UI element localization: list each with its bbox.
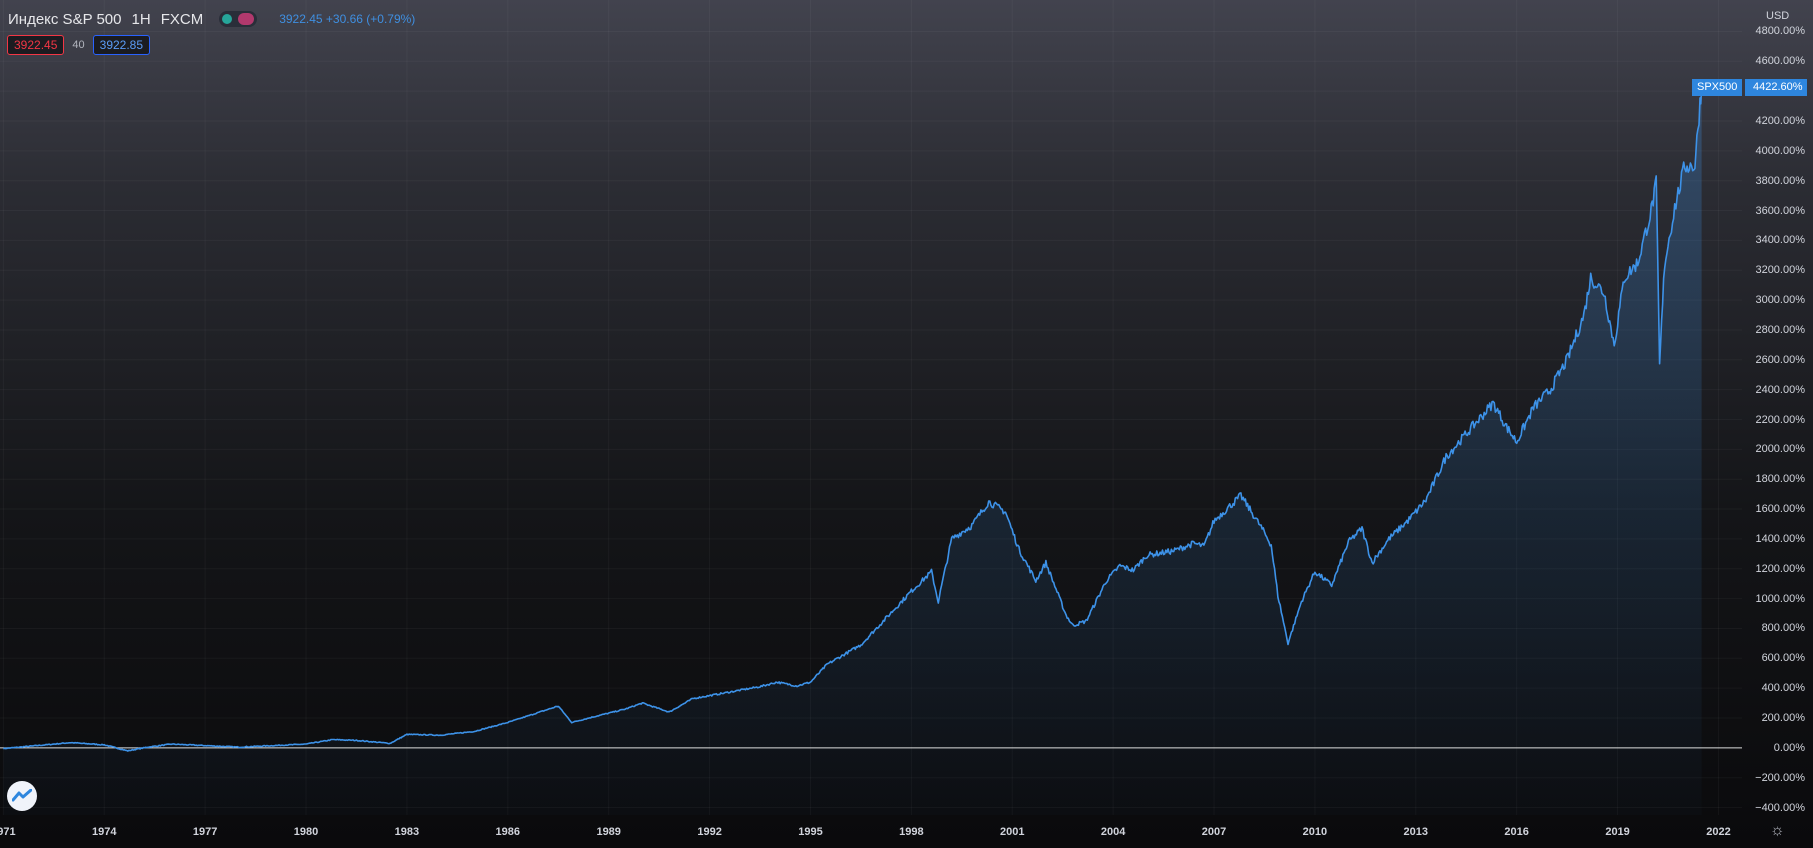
x-tick-label: 1992 — [697, 826, 722, 838]
chart-plot-area[interactable] — [0, 0, 1742, 815]
y-tick-label: 4800.00% — [1755, 25, 1805, 38]
market-status-toggle[interactable] — [219, 11, 258, 27]
y-tick-label: −400.00% — [1755, 801, 1805, 814]
x-tick-label: 1983 — [394, 826, 420, 838]
x-tick-label: 2007 — [1201, 826, 1227, 838]
x-tick-label: 2016 — [1504, 826, 1529, 838]
x-tick-label: 1977 — [192, 826, 218, 838]
x-tick-label: 1971 — [0, 826, 16, 838]
y-tick-label: 800.00% — [1761, 622, 1805, 635]
buy-button[interactable]: 3922.85 — [92, 35, 151, 55]
currency-label[interactable]: USD — [1766, 10, 1790, 22]
time-axis[interactable]: 1971 1974 1977 1980 1983 1986 1989 1992 1995 1998… — [0, 815, 1742, 848]
x-tick-label: 1989 — [596, 826, 621, 838]
x-tick-label: 2019 — [1605, 826, 1630, 838]
symbol-badge: SPX500 — [1692, 78, 1743, 96]
y-tick-label: 200.00% — [1761, 711, 1805, 724]
x-tick-label: 2022 — [1706, 826, 1731, 838]
chart-series — [0, 87, 1742, 815]
y-tick-label: 2400.00% — [1755, 383, 1805, 396]
buy-sell-panel: 3922.45 40 3922.85 — [7, 35, 151, 55]
y-tick-label: 600.00% — [1761, 652, 1805, 665]
x-tick-label: 1998 — [899, 826, 924, 838]
x-tick-label: 1980 — [293, 826, 319, 838]
y-tick-label: 4600.00% — [1755, 55, 1805, 68]
y-tick-label: 1600.00% — [1755, 503, 1805, 516]
series-line-spx500 — [2, 87, 1703, 752]
y-tick-label: 0.00% — [1773, 741, 1805, 754]
y-tick-label: 2600.00% — [1755, 353, 1805, 366]
y-tick-label: 3400.00% — [1755, 234, 1805, 247]
last-value-badge: 4422.60% — [1745, 78, 1807, 96]
tradingview-logo-icon[interactable] — [7, 781, 37, 811]
y-tick-label: 3600.00% — [1755, 204, 1805, 217]
y-tick-label: 4000.00% — [1755, 144, 1805, 157]
spread-value: 40 — [72, 39, 85, 51]
x-tick-label: 2010 — [1302, 826, 1328, 838]
y-tick-label: 4200.00% — [1755, 115, 1805, 127]
quote-change: 3922.45 +30.66 (+0.79%) — [279, 12, 416, 26]
y-tick-label: 2000.00% — [1755, 443, 1805, 456]
gear-icon[interactable]: ☼ — [1770, 822, 1785, 839]
y-tick-label: 400.00% — [1761, 682, 1805, 695]
y-tick-label: 2800.00% — [1755, 323, 1805, 336]
market-status-pill-icon — [238, 13, 255, 25]
chart-canvas[interactable] — [0, 0, 1742, 815]
x-tick-label: 2004 — [1100, 826, 1126, 838]
exchange-label: FXCM — [160, 10, 204, 28]
market-open-dot-icon — [222, 14, 233, 24]
sell-button[interactable]: 3922.45 — [7, 35, 65, 55]
series-area-fill — [3, 87, 1702, 815]
x-tick-label: 2013 — [1403, 826, 1429, 838]
price-axis[interactable]: 4800.00%4600.00%4400.00%4200.00%4000.00%… — [1742, 0, 1813, 815]
y-tick-label: 1200.00% — [1755, 562, 1805, 575]
y-tick-label: −200.00% — [1755, 771, 1805, 784]
y-tick-label: 3200.00% — [1755, 264, 1805, 277]
interval-label[interactable]: 1H — [131, 10, 151, 28]
x-tick-label: 1995 — [798, 826, 823, 838]
y-tick-label: 2200.00% — [1755, 413, 1805, 426]
y-tick-label: 1000.00% — [1755, 592, 1805, 605]
x-tick-label: 1974 — [92, 826, 117, 838]
symbol-legend: Индекс S&P 500 1H FXCM 3922.45 +30.66 (+… — [8, 9, 415, 29]
symbol-title[interactable]: Индекс S&P 500 — [8, 10, 122, 28]
x-tick-label: 1986 — [495, 826, 521, 838]
y-tick-label: 3000.00% — [1755, 294, 1805, 307]
y-tick-label: 3800.00% — [1755, 174, 1805, 187]
y-tick-label: 1800.00% — [1755, 473, 1805, 486]
x-tick-label: 2001 — [999, 826, 1025, 838]
y-tick-label: 1400.00% — [1755, 532, 1805, 545]
